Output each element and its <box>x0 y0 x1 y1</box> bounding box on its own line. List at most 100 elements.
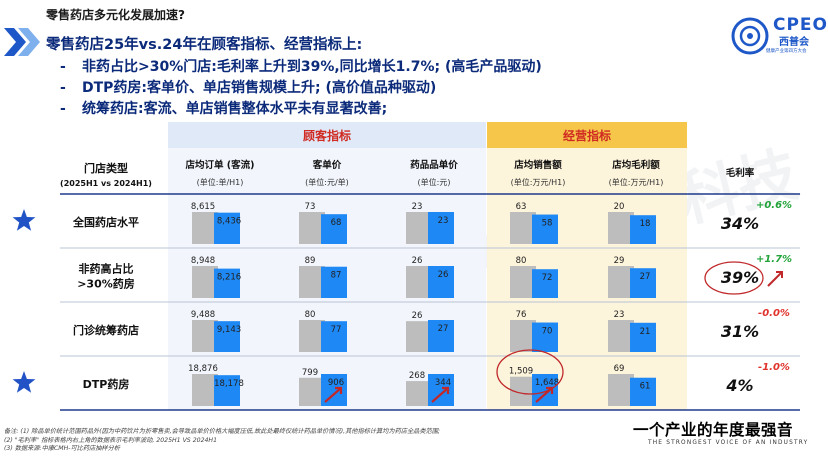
trend-arrow-icon <box>431 386 450 403</box>
comparison-table-chart: 顾客指标 经营指标 门店类型 (2025H1 vs 2024H1) 店均订单 (… <box>12 122 800 411</box>
row-label: 全国药店水平 <box>72 215 139 229</box>
bar-label-2024: 9,488 <box>191 310 215 320</box>
bullet-text: 非药占比>30%门店:毛利率上升到39%,同比增长1.7%; (高毛产品驱动) <box>82 59 542 75</box>
row-label: DTP药房 <box>83 377 130 391</box>
bullet-line-2: - DTP药房:客单价、单店销售规模上升; (高价值品种驱动) <box>60 77 436 97</box>
bar-label-2025: 70 <box>542 327 553 337</box>
bar-label-2024: 89 <box>305 256 316 266</box>
bar-2024 <box>608 212 634 244</box>
bar-2024 <box>299 266 325 298</box>
bar-label-2024: 18,876 <box>188 364 218 374</box>
bar-2025 <box>214 212 240 244</box>
column-header-title: 客单价 <box>312 159 342 171</box>
bar-2024 <box>192 320 218 352</box>
column-header-unit: (单位:元/单) <box>305 177 349 187</box>
bar-label-2024: 63 <box>516 202 527 212</box>
bar-label-2025: 68 <box>331 218 342 228</box>
bullet-text: 统筹药店:客流、单店销售整体水平未有显著改善; <box>82 101 388 117</box>
bar-2025 <box>214 375 240 406</box>
footnote-1: 备注: (1) 除品单价统计范围药品外(因为中药饮片为折零售卖,会导致品单价价格… <box>4 428 440 435</box>
bar-label-2025: 21 <box>640 327 651 337</box>
star-icon <box>12 209 36 231</box>
bar-2024 <box>406 321 432 352</box>
gross-margin-change: +0.6% <box>756 200 792 211</box>
bar-2024 <box>608 374 634 406</box>
bar-2024 <box>510 266 536 298</box>
bar-label-2025: 906 <box>328 378 344 388</box>
bar-label-2024: 69 <box>614 364 625 374</box>
bar-label-2025: 58 <box>542 219 553 229</box>
bar-label-2024: 26 <box>412 256 423 266</box>
bar-2024 <box>406 266 432 298</box>
bar-label-2025: 77 <box>331 325 342 335</box>
slogan-english: THE STRONGEST VOICE OF AN INDUSTRY <box>648 440 809 446</box>
column-header-title: 店均毛利额 <box>612 159 660 171</box>
bar-label-2025: 87 <box>331 271 342 281</box>
bar-label-2024: 8,948 <box>191 256 215 266</box>
bar-2024 <box>608 320 634 352</box>
row-label: >30%药房 <box>77 277 135 291</box>
bar-2024 <box>510 212 536 244</box>
highlight-circle <box>496 349 564 395</box>
column-header-unit: (单位:万元/H1) <box>511 177 566 187</box>
trend-arrow-icon <box>324 386 343 403</box>
gross-margin-value: 31% <box>721 322 759 341</box>
row-label: 门诊统筹药店 <box>73 323 139 337</box>
bar-2025 <box>428 320 454 352</box>
logo-name: CPEO <box>773 15 828 35</box>
bullet-line-1: - 非药占比>30%门店:毛利率上升到39%,同比增长1.7%; (高毛产品驱动) <box>60 56 542 76</box>
slide-header: 零售药店多元化发展加速? 零售药店25年vs.24年在顾客指标、经营指标上: -… <box>0 0 828 120</box>
period-label: (2025H1 vs 2024H1) <box>60 179 152 188</box>
row-label: 非药高占比 <box>79 262 134 276</box>
customer-group-header-bg <box>168 122 486 148</box>
gross-margin-change: -1.0% <box>758 362 790 373</box>
bullet-text: DTP药房:客单价、单店销售规模上升; (高价值品种驱动) <box>82 80 437 96</box>
customer-group-header: 顾客指标 <box>303 128 351 143</box>
bar-2024 <box>406 212 432 244</box>
gross-margin-value: 39% <box>721 268 759 287</box>
column-header-title: 店均订单 (客流) <box>186 159 255 171</box>
page-headline: 零售药店25年vs.24年在顾客指标、经营指标上: <box>46 37 363 53</box>
bar-2024 <box>299 320 325 352</box>
bar-2024 <box>299 377 325 406</box>
star-icon <box>12 371 36 393</box>
bar-label-2024: 23 <box>412 202 423 212</box>
bar-2025 <box>428 212 454 244</box>
footnote-2: (2) "毛利率" 指标表格内右上角的数据表示毛利率波动, 2025H1 VS … <box>4 436 218 444</box>
bar-2025 <box>532 269 558 298</box>
bar-label-2024: 8,615 <box>191 202 215 212</box>
bar-label-2025: 1,648 <box>535 378 559 388</box>
bar-label-2024: 23 <box>614 310 625 320</box>
bar-label-2025: 27 <box>640 272 651 282</box>
bar-label-2025: 61 <box>640 382 651 392</box>
bar-label-2024: 73 <box>305 202 316 212</box>
bar-2025 <box>532 322 558 352</box>
bar-2024 <box>406 381 432 406</box>
highlight-circle <box>704 261 764 295</box>
bar-label-2024: 76 <box>516 310 527 320</box>
footnotes: 备注: (1) 除品单价统计范围药品外(因为中药饮片为折零售卖,会导致品单价价格… <box>4 428 440 454</box>
bar-label-2024: 799 <box>302 368 318 378</box>
bar-2025 <box>321 321 347 352</box>
column-header-title: 毛利率 <box>726 167 755 179</box>
bar-2024 <box>192 266 218 298</box>
bar-label-2025: 72 <box>542 273 553 283</box>
bar-label-2025: 26 <box>438 270 449 280</box>
bullet-dash: - <box>60 80 66 96</box>
operation-group-header-bg <box>487 122 687 148</box>
cpeo-logo <box>731 17 769 55</box>
logo-chinese-name: 西普会 <box>779 37 809 48</box>
bar-2025 <box>428 266 454 298</box>
bar-label-2024: 80 <box>516 256 527 266</box>
bar-label-2024: 268 <box>409 371 425 381</box>
bar-2024 <box>299 212 325 244</box>
bar-label-2024: 1,509 <box>509 367 533 377</box>
operation-group-header: 经营指标 <box>563 128 611 143</box>
bar-label-2025: 9,143 <box>217 325 241 335</box>
page-subtitle: 零售药店多元化发展加速? <box>46 8 185 22</box>
chevron-decoration-icon <box>4 28 40 56</box>
bar-label-2025: 18,178 <box>214 379 244 389</box>
gross-margin-change: -0.0% <box>758 308 790 319</box>
bar-2024 <box>510 320 536 352</box>
bullet-dash: - <box>60 101 66 117</box>
